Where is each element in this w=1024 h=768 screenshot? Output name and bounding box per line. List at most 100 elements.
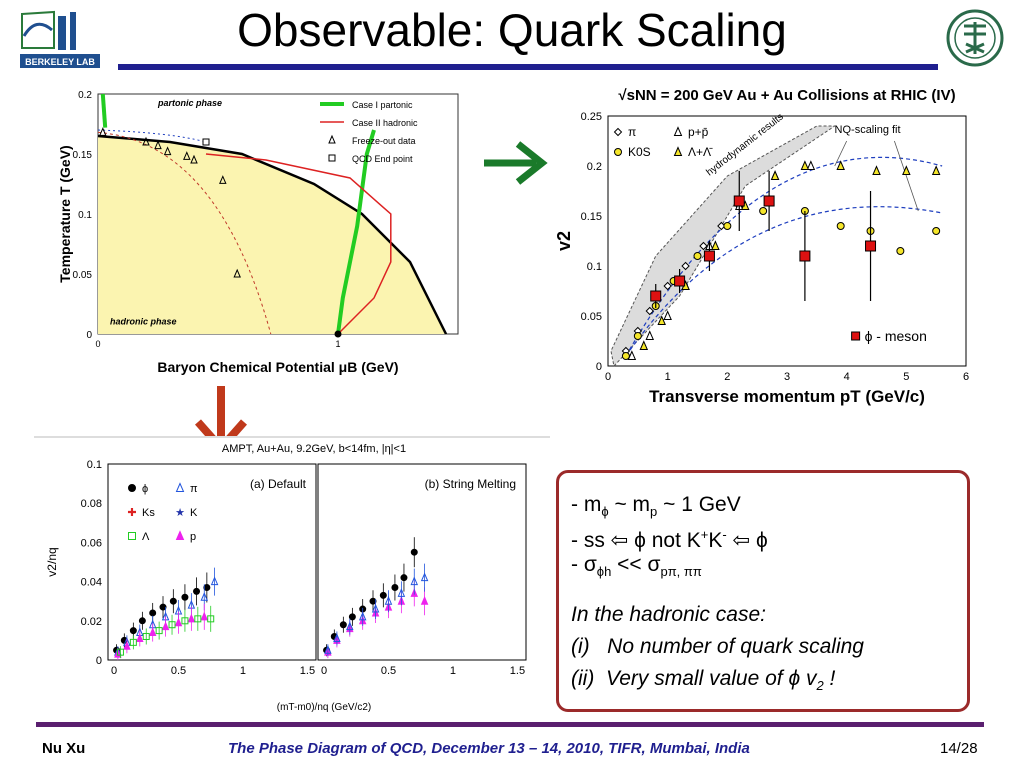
red-path-case-ii [205, 153, 392, 335]
x-tick-label: 0.5 [171, 665, 186, 677]
footer-divider [36, 722, 984, 727]
x-tick-label: 1.5 [510, 665, 525, 677]
data-point [657, 315, 666, 325]
data-point [358, 611, 367, 621]
note-mass-line: - mϕ ~ mp ~ 1 GeV [571, 493, 741, 520]
legend-marker [128, 532, 136, 540]
nq-fit-pointer [834, 140, 848, 167]
legend-square-marker [328, 154, 336, 162]
x-tick-label: 1 [240, 665, 246, 677]
data-point [703, 250, 715, 262]
freezeout-point [190, 154, 198, 164]
data-point [663, 310, 672, 320]
data-point [397, 588, 406, 597]
x-axis-label: Transverse momentum pT (GeV/c) [649, 387, 925, 406]
panel-label: (a) Default [250, 477, 307, 491]
x-axis-label: Baryon Chemical Potential μB (GeV) [157, 359, 398, 375]
qcd-endpoint-marker [202, 138, 210, 146]
legend-label: Ks [142, 507, 155, 519]
nq-fit-label: NQ-scaling fit [835, 124, 901, 136]
data-point [400, 574, 408, 582]
data-point [645, 330, 655, 340]
x-tick-label: 0 [605, 371, 611, 383]
freezeout-point [233, 268, 241, 278]
legend-marker [673, 126, 683, 136]
chart-title: AMPT, Au+Au, 9.2GeV, b<14fm, |η|<1 [222, 443, 406, 455]
nq-fit-pointer [894, 140, 919, 212]
data-point [420, 595, 429, 605]
legend-label: Case I partonic [352, 100, 413, 110]
freezeout-curve [97, 131, 272, 335]
legend-marker [614, 148, 622, 156]
data-point [207, 615, 215, 623]
green-path-case-i [336, 129, 376, 335]
data-point [806, 160, 816, 170]
data-point [896, 247, 905, 255]
freezeout-point [219, 175, 227, 184]
data-point [159, 603, 167, 611]
data-point [174, 617, 183, 627]
data-point [324, 644, 332, 654]
data-point [346, 621, 354, 631]
y-tick-label: 0 [96, 655, 102, 667]
legend-label: QCD End point [352, 154, 413, 164]
x-tick-label: 2 [724, 371, 730, 383]
data-point [348, 613, 356, 621]
phase-diagram-chart: 0 0.05 0.1 0.15 0.2 0 1 Baryon Chemical Potenti… [57, 80, 468, 380]
y-tick-label: 0.25 [581, 111, 602, 123]
data-point [693, 252, 702, 260]
y-tick-label: 0 [86, 330, 92, 341]
v2-vs-pt-chart: √sNN = 200 GeV Au + Au Collisions at RHI… [552, 76, 992, 416]
legend-marker [128, 484, 136, 492]
legend-marker [175, 482, 185, 492]
y-tick-label: 0.1 [87, 459, 102, 471]
chart-title: √sNN = 200 GeV Au + Au Collisions at RHI… [618, 87, 955, 104]
berkeley-lab-logo: BERKELEY LAB [14, 8, 104, 72]
crossover-curve [97, 129, 207, 143]
hadronic-phase-label: hadronic phase [110, 316, 177, 326]
data-point [711, 240, 720, 250]
data-point [200, 592, 209, 601]
data-point [142, 632, 150, 640]
panel-label: (b) String Melting [425, 477, 516, 491]
nq-fit-meson [625, 206, 943, 357]
hadronic-region [98, 136, 446, 334]
title-divider [118, 64, 938, 70]
data-point [123, 641, 131, 650]
x-tick-label: 1 [665, 371, 671, 383]
data-point [194, 615, 202, 623]
legend-label: ϕ [142, 483, 148, 495]
data-point [872, 165, 881, 175]
data-point [181, 593, 189, 601]
phase-boundary-line [97, 134, 448, 335]
y-tick-label: 0.05 [73, 270, 93, 281]
data-point [681, 261, 690, 271]
y-tick-label: 0.2 [78, 90, 92, 101]
x-tick-label: 0 [321, 665, 327, 677]
data-point [932, 227, 941, 235]
data-point [800, 160, 810, 170]
x-tick-label: 1.5 [300, 665, 315, 677]
legend-marker: ✚ [127, 507, 136, 519]
data-point [759, 207, 768, 215]
legend-label: K0S [628, 145, 651, 159]
data-point [169, 597, 177, 605]
notes-box: - mϕ ~ mp ~ 1 GeV - ss ⇦ ϕ not K+K- ⇦ ϕ … [556, 470, 970, 712]
start-point [334, 330, 342, 338]
data-point [149, 609, 157, 617]
data-point [210, 576, 219, 586]
data-point [836, 160, 845, 170]
legend-label: Freeze-out data [352, 136, 416, 146]
x-axis-label: (mT-m0)/nq (GeV/c2) [277, 702, 371, 713]
logo-text: BERKELEY LAB [25, 57, 95, 67]
data-point [723, 222, 732, 230]
x-tick-label: 4 [844, 371, 850, 383]
legend-label: π [628, 125, 636, 139]
note-hadronic-heading: In the hadronic case: [571, 603, 766, 626]
data-point [187, 613, 196, 623]
legend-label: π [190, 483, 198, 495]
data-point [129, 627, 137, 635]
y-axis-label: v2/nq [45, 547, 59, 576]
data-point [129, 638, 137, 646]
data-point [902, 165, 911, 175]
